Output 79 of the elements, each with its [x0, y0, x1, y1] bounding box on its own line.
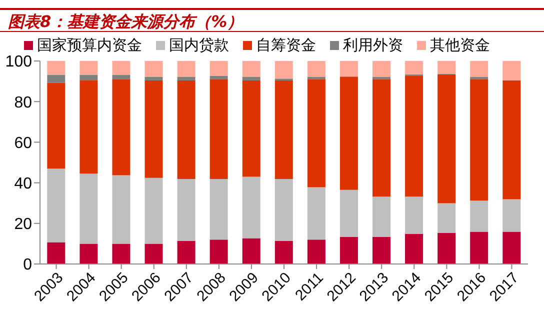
bar	[438, 232, 456, 264]
bar	[307, 187, 326, 240]
bar	[340, 61, 358, 77]
bar	[340, 190, 358, 237]
bar	[405, 234, 424, 264]
bar	[242, 238, 260, 264]
bar	[372, 196, 390, 237]
bar	[242, 176, 260, 238]
bar	[47, 61, 66, 75]
bar	[112, 79, 130, 176]
y-tick-label: 100	[5, 54, 32, 71]
bar	[210, 61, 228, 76]
y-tick-label: 20	[14, 216, 32, 234]
bar	[177, 178, 196, 242]
bar	[177, 77, 196, 80]
bar	[177, 61, 196, 78]
bar	[502, 199, 521, 232]
bar	[210, 76, 228, 80]
bar	[405, 61, 424, 74]
legend-label: 国内贷款	[169, 36, 229, 54]
legend-label: 其他资金	[430, 36, 490, 54]
bar	[470, 232, 488, 264]
bar	[274, 178, 293, 242]
bar	[210, 178, 228, 240]
bar	[80, 174, 98, 244]
bar	[470, 61, 488, 78]
bar	[144, 178, 163, 244]
bar	[210, 240, 228, 264]
bar	[112, 175, 130, 244]
bar	[274, 80, 293, 179]
legend-label: 国家预算内资金	[37, 36, 142, 54]
y-tick-label: 60	[14, 134, 32, 152]
bar	[502, 80, 521, 200]
bar	[80, 61, 98, 75]
bar	[144, 61, 163, 78]
bar	[372, 61, 390, 78]
bar	[438, 203, 456, 233]
bar	[47, 82, 66, 169]
bar	[80, 74, 98, 80]
bar	[274, 61, 293, 79]
y-tick-label: 40	[14, 175, 32, 192]
bar	[112, 74, 130, 80]
bar	[307, 79, 326, 188]
bar	[242, 61, 260, 78]
bar	[80, 244, 98, 264]
bar	[405, 76, 424, 197]
bar	[177, 241, 196, 264]
bar	[112, 244, 130, 264]
bar	[112, 61, 130, 75]
bar	[307, 240, 326, 264]
bar	[144, 244, 163, 264]
bar	[274, 241, 293, 264]
bar	[307, 61, 326, 78]
bar	[144, 80, 163, 178]
bar	[47, 242, 66, 264]
bar	[502, 232, 521, 264]
bar	[242, 77, 260, 80]
bar	[502, 61, 521, 80]
chart-title: 图表8：基建资金来源分布（%）	[0, 8, 544, 32]
bar	[340, 237, 358, 264]
bar	[470, 200, 488, 232]
bar	[47, 74, 66, 83]
bar	[438, 74, 456, 204]
bar	[47, 168, 66, 242]
bar	[372, 79, 390, 197]
legend-label: 利用外资	[343, 36, 403, 54]
bar	[210, 79, 228, 179]
bar	[405, 196, 424, 234]
bar	[242, 80, 260, 177]
legend-label: 自筹资金	[256, 36, 316, 54]
y-tick-label: 80	[14, 94, 32, 112]
bar	[144, 77, 163, 80]
bar	[177, 80, 196, 179]
bar	[438, 61, 456, 74]
y-tick-label: 0	[23, 256, 32, 274]
bar	[80, 80, 98, 174]
bar	[470, 79, 488, 201]
bar	[372, 237, 390, 264]
bar	[340, 76, 358, 190]
